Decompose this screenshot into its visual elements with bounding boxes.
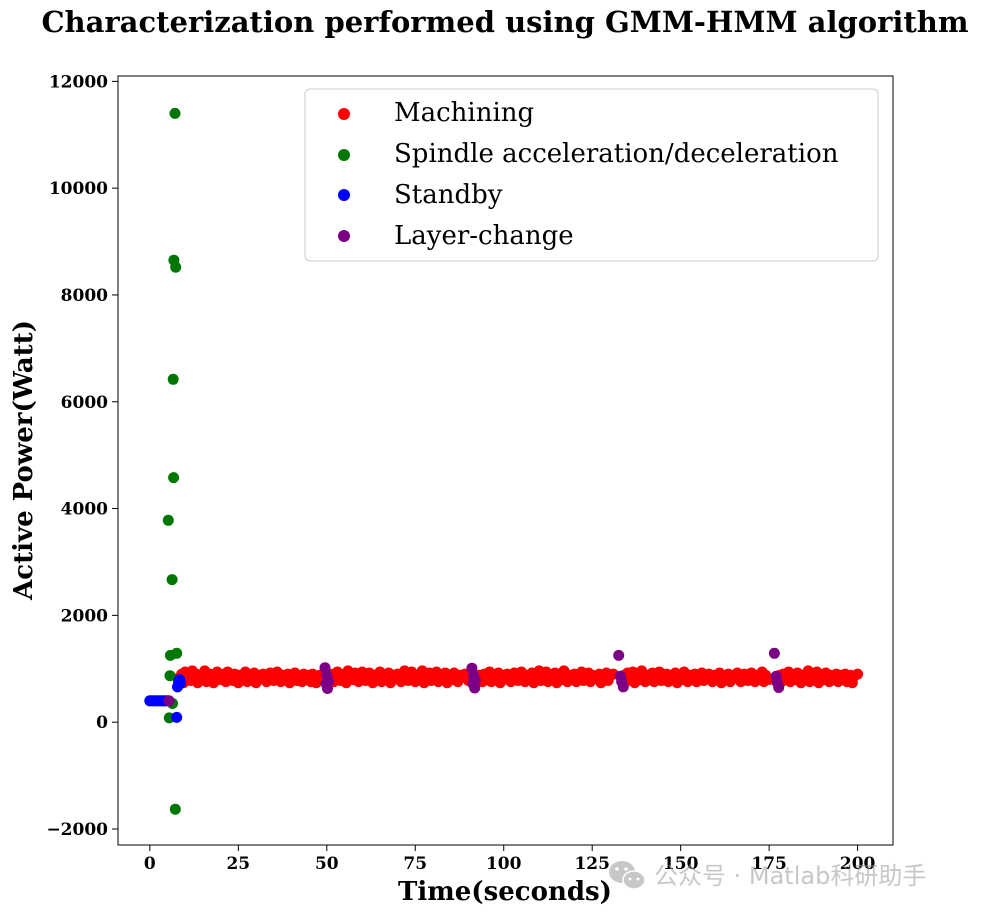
data-point <box>169 803 181 815</box>
series-layer-change <box>163 647 785 707</box>
legend-label-layer-change: Layer-change <box>394 221 574 251</box>
x-tick-label: 150 <box>663 854 699 874</box>
x-tick-label: 75 <box>403 854 427 874</box>
watermark: 公众号 · Matlab科研助手 <box>609 861 926 890</box>
y-tick-label: 2000 <box>61 606 108 626</box>
data-point <box>168 472 180 484</box>
x-tick-label: 125 <box>574 854 610 874</box>
legend-label-machining: Machining <box>394 98 534 128</box>
x-tick-label: 0 <box>144 854 156 874</box>
y-tick-label: 6000 <box>61 393 108 413</box>
legend-marker-layer-change <box>338 230 350 242</box>
legend-marker-spindle <box>338 149 350 161</box>
plot-area-frame <box>117 75 894 846</box>
series-machining <box>172 665 864 689</box>
legend-marker-machining <box>338 108 350 120</box>
legend-label-spindle: Spindle acceleration/deceleration <box>394 139 839 169</box>
data-point <box>852 668 864 680</box>
data-point <box>171 711 183 723</box>
y-tick-label: 10000 <box>49 179 108 199</box>
data-point <box>170 261 182 273</box>
chart-title: Characterization performed using GMM-HMM… <box>41 5 968 39</box>
legend-frame <box>304 88 879 262</box>
x-tick-label: 200 <box>840 854 876 874</box>
data-point <box>323 676 335 688</box>
y-axis-ticks: −2000 0 2000 4000 6000 8000 10000 12000 <box>46 72 118 840</box>
legend-marker-standby <box>338 189 350 201</box>
data-points <box>144 107 864 815</box>
data-point <box>617 681 629 693</box>
x-tick-label: 175 <box>751 854 787 874</box>
data-point <box>164 670 176 682</box>
y-tick-label: 8000 <box>61 286 108 306</box>
wechat-icon <box>609 861 646 890</box>
y-tick-label: 4000 <box>61 500 108 520</box>
series-spindle-acceleration-deceleration <box>162 107 183 815</box>
data-point <box>175 677 187 689</box>
data-point <box>167 373 179 385</box>
x-axis-label: Time(seconds) <box>398 877 612 907</box>
legend: Machining Spindle acceleration/decelerat… <box>304 88 879 262</box>
data-point <box>169 107 181 119</box>
data-point <box>166 574 178 586</box>
y-tick-label: 0 <box>96 713 108 733</box>
data-point <box>768 647 780 659</box>
data-point <box>613 649 625 661</box>
data-point <box>163 695 175 707</box>
x-tick-label: 100 <box>486 854 522 874</box>
data-point <box>171 647 183 659</box>
legend-label-standby: Standby <box>394 180 503 210</box>
data-point <box>773 682 785 693</box>
y-axis-label: Active Power(Watt) <box>9 320 39 601</box>
data-point <box>469 675 481 686</box>
y-tick-label: −2000 <box>46 820 108 840</box>
y-tick-label: 12000 <box>49 72 108 92</box>
x-tick-label: 25 <box>226 854 250 874</box>
watermark-text: 公众号 · Matlab科研助手 <box>654 862 926 890</box>
data-point <box>162 514 174 526</box>
x-axis-ticks: 0 25 50 75 100 125 150 175 200 <box>144 845 876 874</box>
x-tick-label: 50 <box>315 854 339 874</box>
